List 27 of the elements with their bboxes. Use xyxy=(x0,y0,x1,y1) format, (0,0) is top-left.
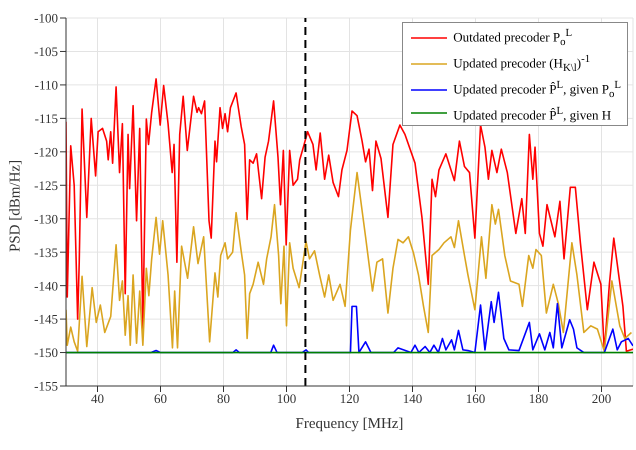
y-tick-label: -105 xyxy=(34,44,58,60)
y-axis-title: PSD [dBm/Hz] xyxy=(7,160,24,252)
y-tick-label: -135 xyxy=(34,244,58,260)
x-tick-label: 120 xyxy=(340,391,360,406)
x-tick-label: 40 xyxy=(91,391,104,406)
x-tick-label: 160 xyxy=(466,391,486,406)
y-tick-label: -130 xyxy=(34,211,58,226)
line-series xyxy=(66,78,633,352)
y-tick-label: -125 xyxy=(34,178,58,193)
y-tick-label: -120 xyxy=(34,144,58,160)
y-tick-label: -110 xyxy=(34,78,58,93)
x-tick-label: 140 xyxy=(402,391,422,406)
x-tick-label: 100 xyxy=(276,391,296,406)
x-tick-label: 180 xyxy=(528,391,548,406)
y-tick-label: -145 xyxy=(34,312,58,327)
legend-label: Updated precoder P̂$^{L}$, given H xyxy=(453,104,612,124)
y-tick-label: -115 xyxy=(34,110,58,126)
x-tick-label: 200 xyxy=(592,391,612,406)
x-tick-label: 80 xyxy=(217,391,230,406)
x-axis-title: Frequency [MHz] xyxy=(296,416,404,432)
y-tick-label: -155 xyxy=(34,378,58,394)
x-tick-label: 60 xyxy=(154,391,167,406)
y-tick-label: -140 xyxy=(34,278,58,294)
y-tick-label: -150 xyxy=(34,345,58,360)
legend-label: Updated precoder (H$_{K\l}$)$^{-1}$ xyxy=(453,52,590,76)
line-series xyxy=(66,172,632,352)
y-tick-label: -100 xyxy=(34,10,58,26)
